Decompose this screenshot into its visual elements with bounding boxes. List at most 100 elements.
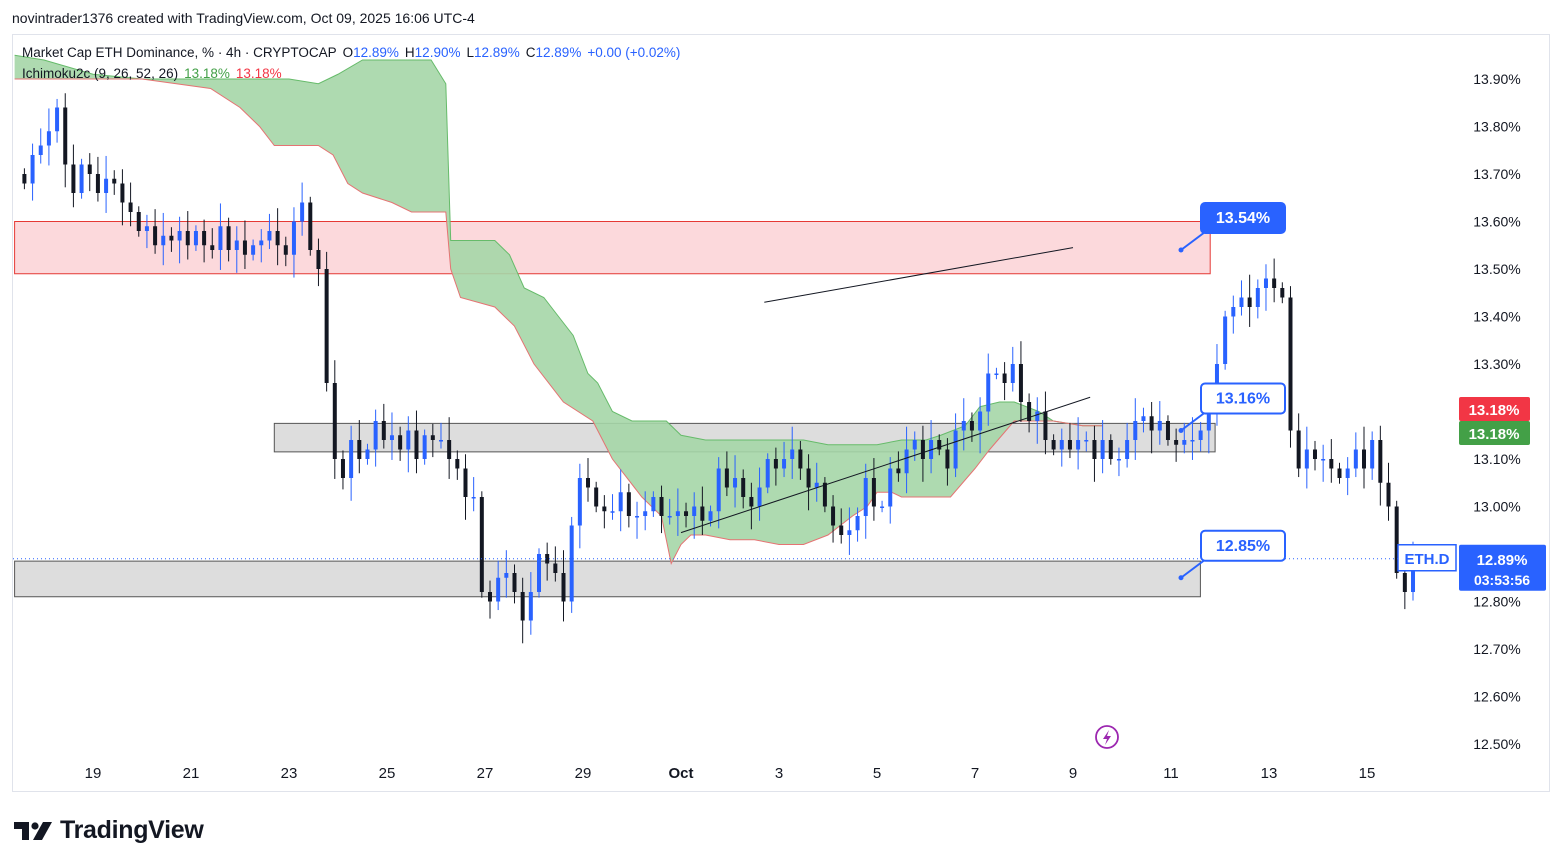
candle[interactable]	[381, 403, 386, 449]
candle[interactable]	[259, 229, 264, 263]
candle[interactable]	[512, 564, 517, 604]
candle[interactable]	[406, 416, 411, 473]
candle[interactable]	[945, 438, 950, 486]
candle[interactable]	[496, 560, 501, 611]
candle[interactable]	[87, 153, 92, 192]
candle[interactable]	[667, 498, 672, 525]
symbol-name[interactable]: Market Cap ETH Dominance, % · 4h · CRYPT…	[22, 45, 337, 60]
candle[interactable]	[855, 507, 860, 542]
candle[interactable]	[765, 453, 770, 494]
candle[interactable]	[63, 93, 68, 188]
candle[interactable]	[1002, 362, 1007, 401]
candle[interactable]	[651, 491, 656, 517]
candle[interactable]	[741, 469, 746, 509]
candle[interactable]	[447, 417, 452, 479]
candle[interactable]	[1100, 420, 1105, 474]
candle[interactable]	[1198, 421, 1203, 452]
candle[interactable]	[986, 353, 991, 426]
candle[interactable]	[618, 469, 623, 532]
candle[interactable]	[1027, 393, 1032, 433]
candle[interactable]	[1116, 447, 1121, 477]
candle[interactable]	[912, 431, 917, 461]
callout-1354[interactable]: 13.54%	[1178, 202, 1286, 253]
candle[interactable]	[373, 409, 378, 467]
candle[interactable]	[577, 463, 582, 549]
candle[interactable]	[1076, 417, 1081, 470]
candle[interactable]	[1321, 444, 1326, 482]
candle[interactable]	[969, 412, 974, 442]
candle[interactable]	[1059, 428, 1064, 467]
candle[interactable]	[234, 226, 239, 273]
candle[interactable]	[953, 413, 958, 478]
ichimoku-red-tag[interactable]: 13.18%	[1459, 397, 1530, 421]
candle[interactable]	[22, 168, 27, 190]
candle[interactable]	[798, 440, 803, 480]
candle[interactable]	[38, 128, 43, 164]
candle[interactable]	[1190, 417, 1195, 460]
symbol-legend[interactable]: Market Cap ETH Dominance, % · 4h · CRYPT…	[22, 45, 686, 60]
candle[interactable]	[1255, 279, 1260, 319]
candle[interactable]	[1263, 264, 1268, 311]
lightning-icon[interactable]	[1095, 725, 1119, 749]
candle[interactable]	[136, 206, 141, 237]
candle[interactable]	[782, 441, 787, 478]
ichimoku-green-tag[interactable]: 13.18%	[1459, 421, 1530, 445]
candle[interactable]	[46, 108, 51, 166]
candle[interactable]	[880, 500, 885, 513]
candle[interactable]	[1018, 341, 1023, 422]
candle[interactable]	[300, 182, 305, 236]
candle[interactable]	[643, 491, 648, 531]
candle[interactable]	[95, 156, 100, 202]
candle[interactable]	[733, 455, 738, 508]
candle[interactable]	[1092, 425, 1097, 482]
candle[interactable]	[724, 451, 729, 497]
candle[interactable]	[120, 169, 125, 226]
candle[interactable]	[1239, 280, 1244, 316]
candle[interactable]	[177, 216, 182, 264]
candle[interactable]	[104, 155, 109, 213]
candle[interactable]	[430, 423, 435, 458]
candle[interactable]	[1231, 295, 1236, 334]
candle[interactable]	[1108, 434, 1113, 465]
candle[interactable]	[487, 580, 492, 619]
candle[interactable]	[978, 397, 983, 454]
candle[interactable]	[226, 217, 231, 262]
candle[interactable]	[1174, 428, 1179, 462]
candle[interactable]	[1304, 426, 1309, 489]
candle[interactable]	[863, 463, 868, 539]
candle[interactable]	[1125, 422, 1130, 468]
candle[interactable]	[1345, 457, 1350, 496]
candle[interactable]	[202, 219, 207, 263]
candle[interactable]	[749, 482, 754, 530]
candle[interactable]	[389, 412, 394, 460]
candle[interactable]	[1362, 426, 1367, 489]
candle[interactable]	[839, 508, 844, 544]
candle[interactable]	[1141, 407, 1146, 433]
candle[interactable]	[561, 550, 566, 622]
candle[interactable]	[463, 454, 468, 520]
candle[interactable]	[365, 443, 370, 465]
lower-trendline[interactable]	[680, 396, 1091, 534]
candle[interactable]	[937, 434, 942, 456]
candle[interactable]	[185, 211, 190, 260]
callout-1285[interactable]: 12.85%	[1178, 529, 1286, 581]
candle[interactable]	[161, 212, 166, 266]
candle[interactable]	[586, 458, 591, 502]
candle[interactable]	[340, 450, 345, 490]
candle[interactable]	[291, 207, 296, 278]
candle[interactable]	[1133, 398, 1138, 460]
candle[interactable]	[684, 502, 689, 528]
candle[interactable]	[1296, 413, 1301, 478]
candle[interactable]	[471, 477, 476, 512]
candle[interactable]	[193, 225, 198, 251]
candle[interactable]	[251, 239, 256, 261]
candle[interactable]	[438, 422, 443, 449]
candle[interactable]	[610, 494, 615, 520]
candle[interactable]	[961, 398, 966, 451]
candle[interactable]	[1370, 431, 1375, 480]
symbol-tag[interactable]: ETH.D	[1397, 544, 1457, 572]
candle[interactable]	[479, 491, 484, 598]
lower-support-zone[interactable]	[14, 560, 1201, 598]
candle[interactable]	[1247, 274, 1252, 327]
last-price-tag[interactable]: 12.89% 03:53:56	[1459, 544, 1546, 591]
